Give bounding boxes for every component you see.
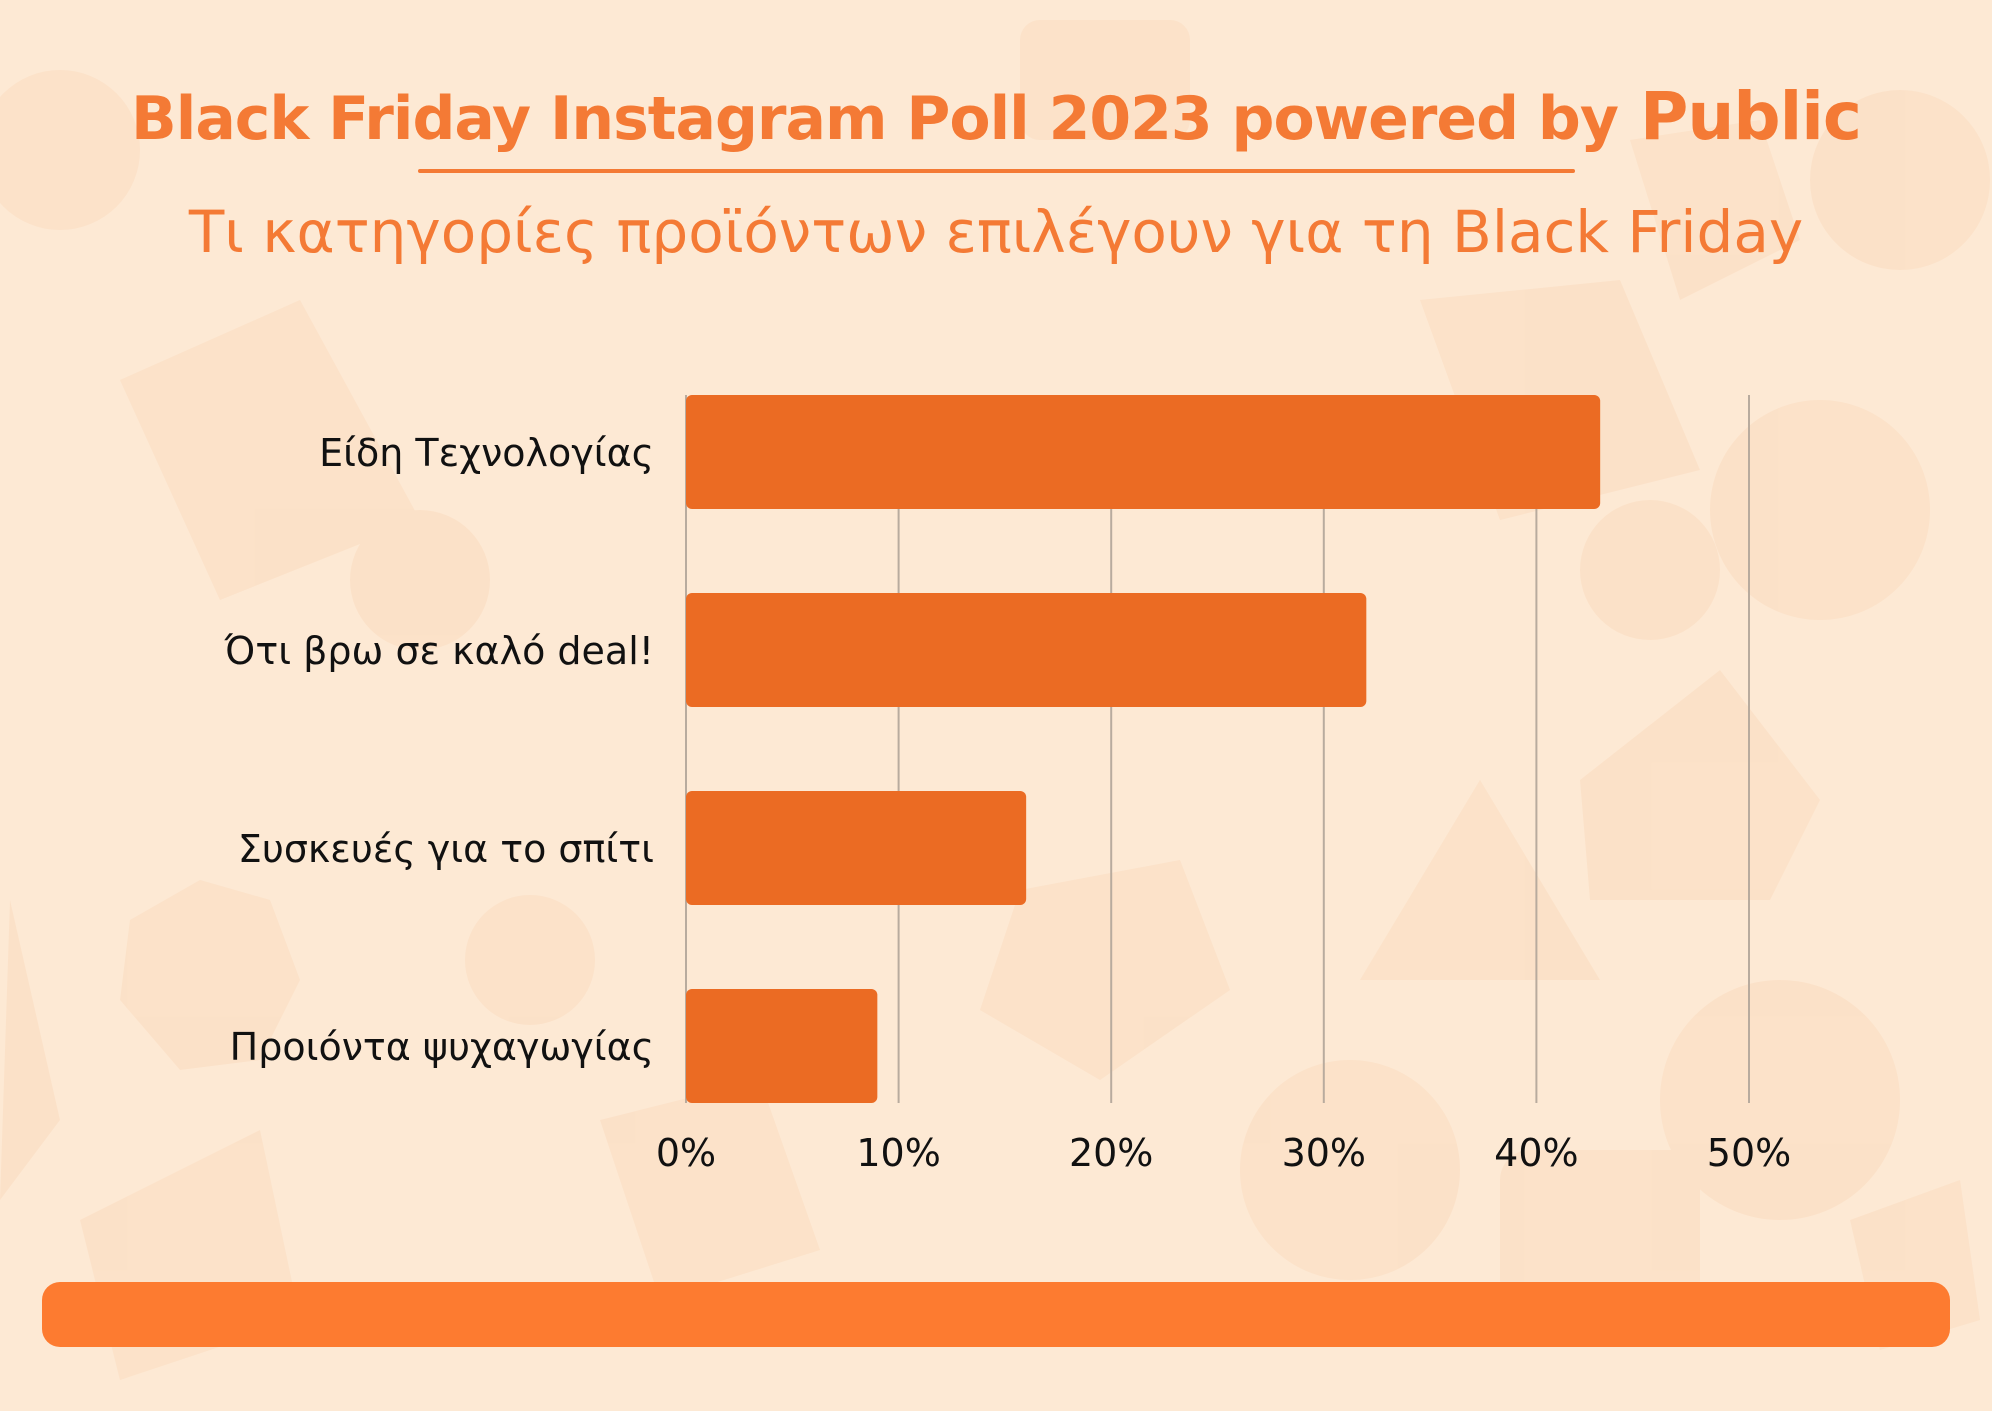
poll-title: Black Friday Instagram Poll 2023 powered… xyxy=(0,78,1992,155)
chart-subtitle: Τι κατηγορίες προϊόντων επιλέγουν για τη… xyxy=(188,198,1804,266)
bar xyxy=(686,989,878,1103)
footer-bar xyxy=(42,1282,1950,1347)
bar xyxy=(686,395,1601,509)
x-tick-label: 50% xyxy=(1707,1131,1791,1175)
bar xyxy=(686,593,1367,707)
category-label: Ότι βρω σε καλό deal! xyxy=(223,629,654,673)
x-tick-label: 20% xyxy=(1069,1131,1153,1175)
x-tick-label: 10% xyxy=(856,1131,940,1175)
x-tick-label: 30% xyxy=(1282,1131,1366,1175)
x-tick-label: 0% xyxy=(656,1131,716,1175)
category-label: Συσκευές για το σπίτι xyxy=(238,827,654,871)
bar xyxy=(686,791,1027,905)
brand-logo-text: Public xyxy=(1640,78,1862,155)
title-text: Black Friday Instagram Poll 2023 powered… xyxy=(131,84,1619,154)
category-label: Είδη Τεχνολογίας xyxy=(319,431,654,475)
category-label: Προιόντα ψυχαγωγίας xyxy=(230,1025,654,1069)
x-tick-label: 40% xyxy=(1494,1131,1578,1175)
title-divider xyxy=(418,169,1575,173)
